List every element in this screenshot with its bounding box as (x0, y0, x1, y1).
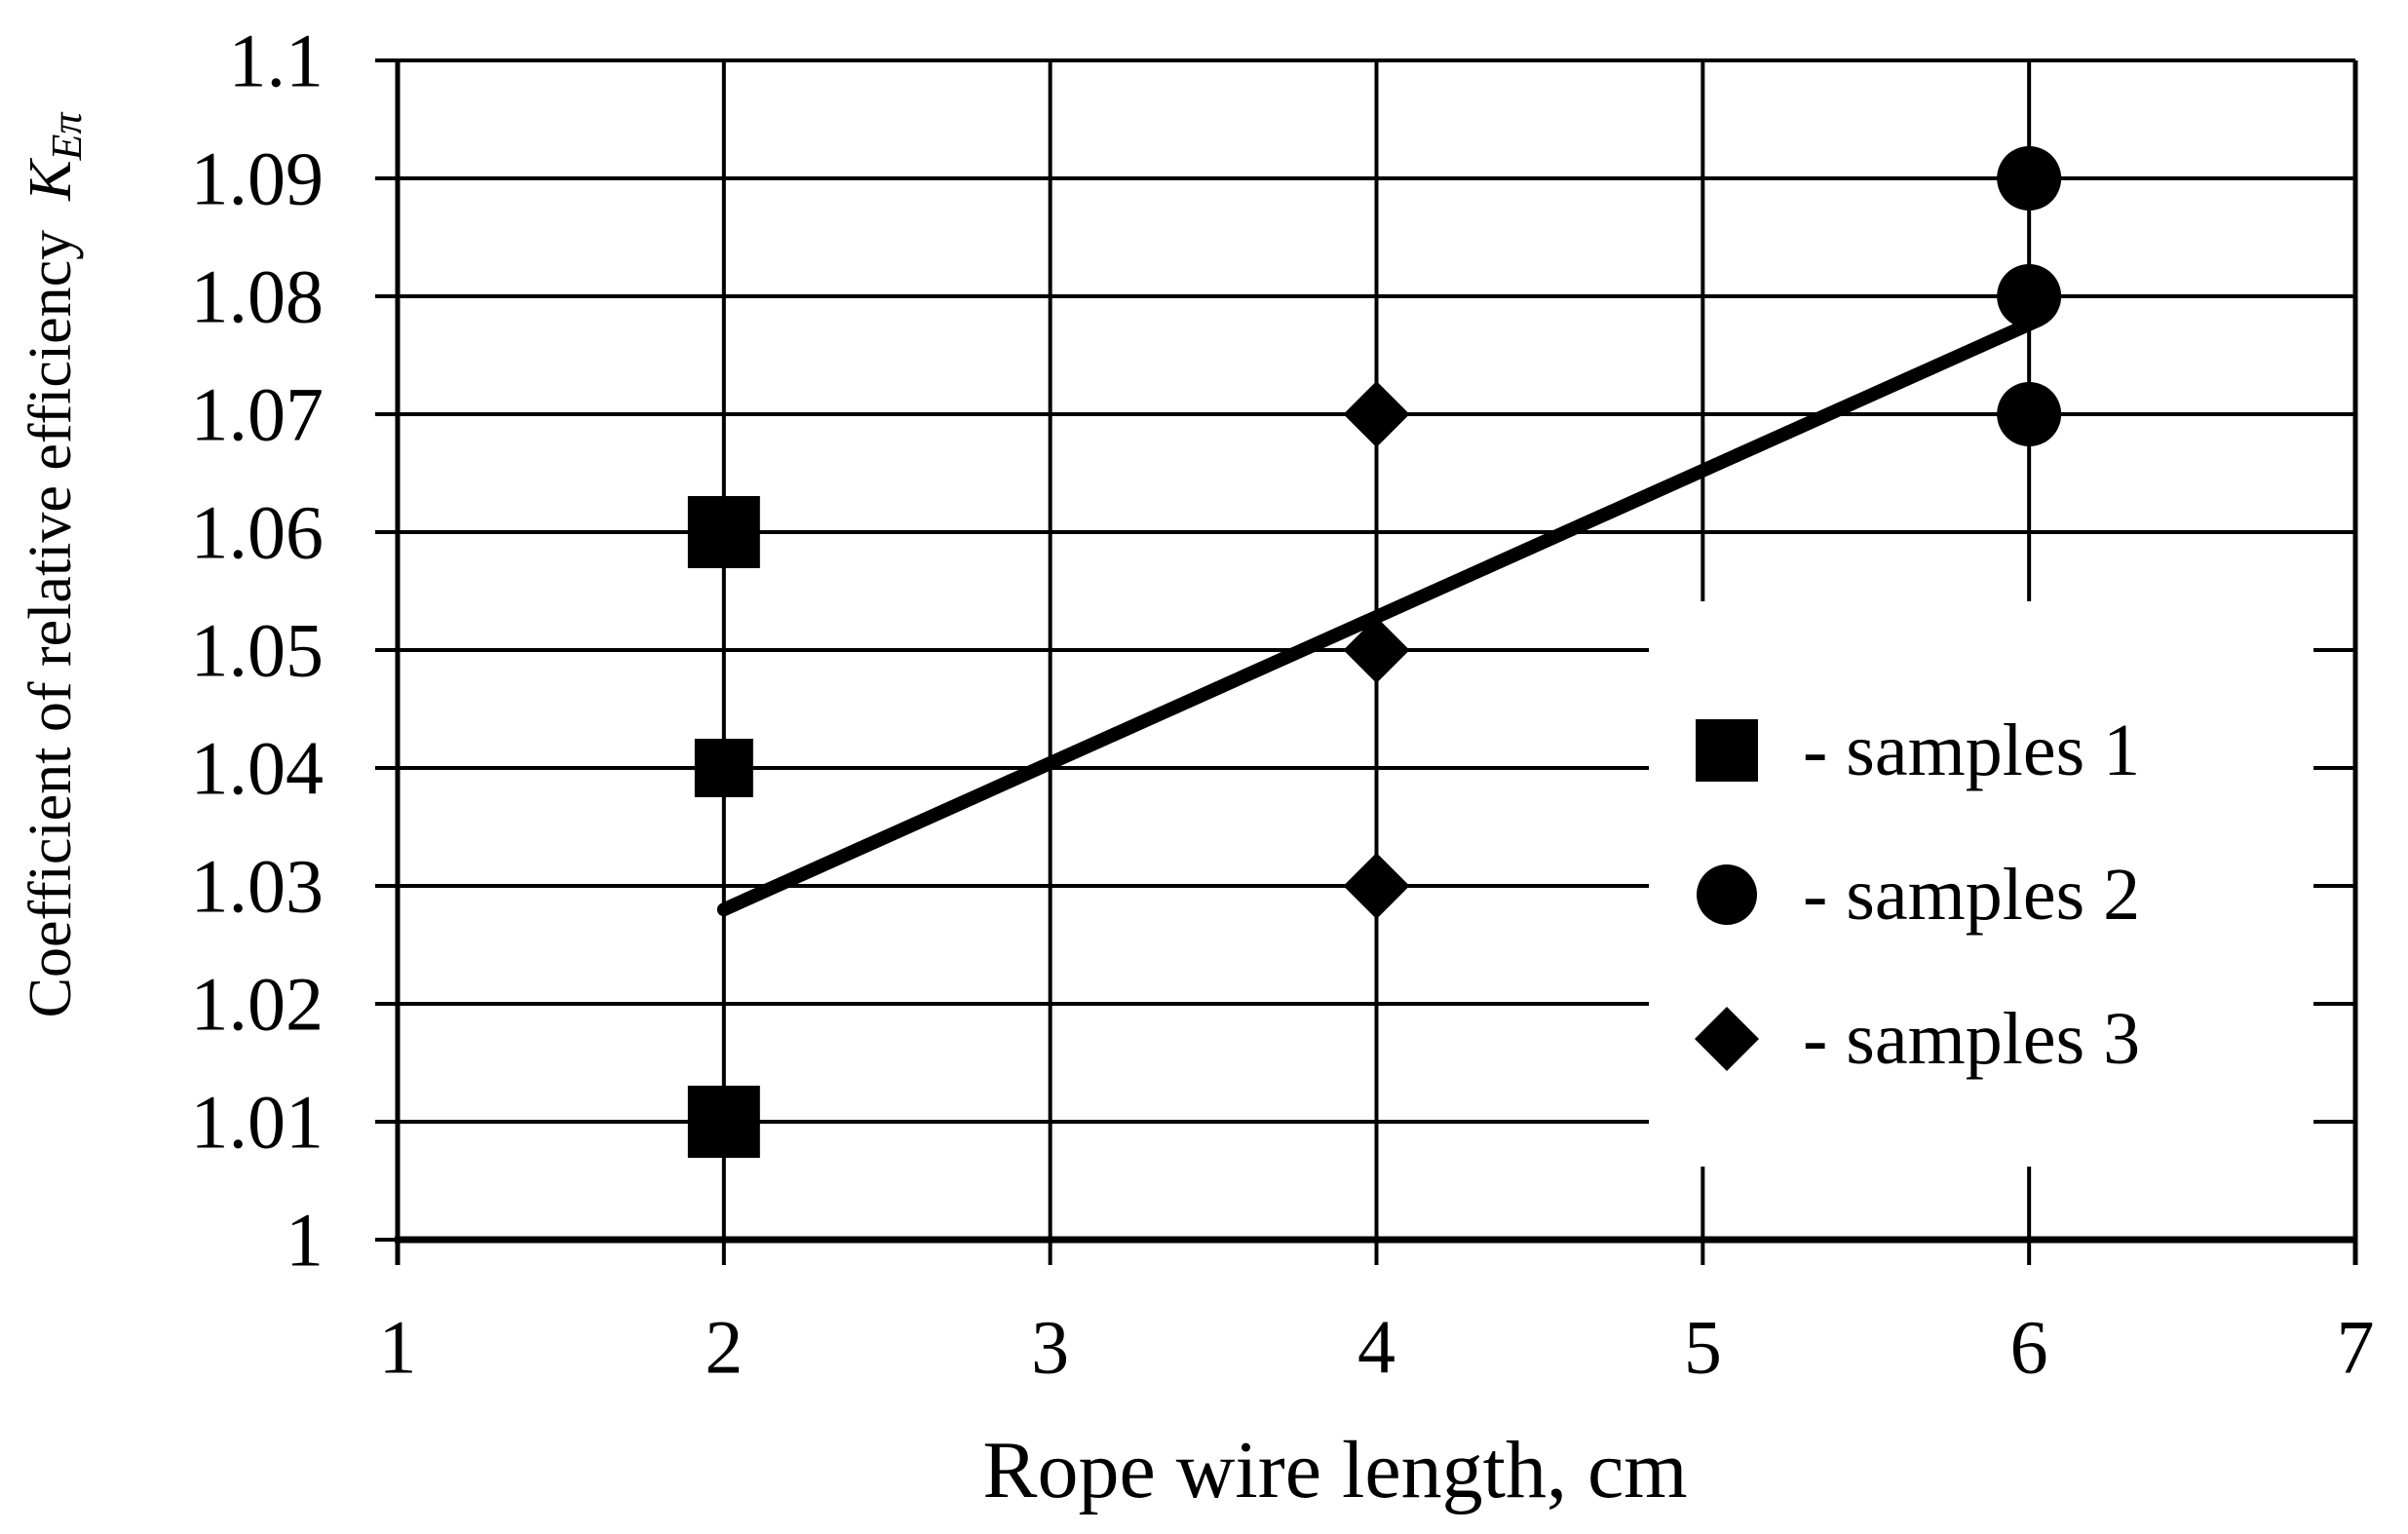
y-tick-label: 1 (286, 1198, 324, 1283)
trend-line (716, 313, 2046, 917)
x-tick-label: 4 (1357, 1305, 1395, 1390)
x-tick-label: 7 (2337, 1305, 2375, 1390)
y-tick-label: 1.08 (191, 254, 325, 339)
y-axis-title-text: Coefficient of relative efficiencyKEπ (18, 111, 91, 1018)
y-tick-label: 1.1 (229, 19, 325, 103)
x-axis-title: Rope wire length, cm (982, 1425, 1687, 1515)
data-point-circle-icon (1997, 146, 2062, 211)
axis-frame (395, 60, 2358, 1265)
series-square (687, 496, 760, 1158)
legend-marker-square-icon (1696, 719, 1758, 782)
y-tick-label: 1.01 (191, 1080, 325, 1165)
legend-label: - samples 3 (1803, 998, 2140, 1080)
y-tick-label: 1.04 (191, 726, 325, 811)
legend-marker-diamond-icon (1694, 1007, 1760, 1072)
legend-label: - samples 2 (1803, 854, 2140, 936)
tick-labels: 1.1 1.09 1.08 1.07 1.06 1.05 1.04 1.03 1.02 1.01 1… (191, 19, 2375, 1390)
legend-item: - samples 3 (1694, 998, 2140, 1080)
trend-line-group (716, 313, 2046, 917)
series-circle (1997, 146, 2062, 446)
legend-box (1649, 601, 2313, 1167)
x-tick-label: 2 (705, 1305, 743, 1390)
series-diamond (1343, 381, 1410, 920)
y-tick-label: 1.03 (191, 844, 325, 929)
y-tick-label: 1.09 (191, 136, 325, 221)
data-point-diamond-icon (1343, 381, 1410, 448)
legend-label: - samples 1 (1803, 709, 2140, 791)
y-axis-title: Coefficient of relative efficiencyKEπ (18, 111, 91, 1018)
y-tick-label: 1.05 (191, 608, 325, 693)
x-tick-label: 6 (2010, 1305, 2048, 1390)
legend-marker-circle-icon (1697, 864, 1757, 925)
data-point-square-icon (687, 496, 760, 568)
data-point-square-icon (694, 739, 753, 797)
legend-item: - samples 2 (1697, 854, 2140, 936)
y-tick-label: 1.06 (191, 490, 325, 575)
legend-item: - samples 1 (1696, 709, 2140, 791)
data-points (687, 146, 2062, 1158)
y-tick-label: 1.07 (191, 372, 325, 457)
data-point-square-icon (687, 1086, 760, 1158)
x-tick-label: 1 (379, 1305, 417, 1390)
y-tick-label: 1.02 (191, 962, 325, 1047)
data-point-circle-icon (1997, 264, 2062, 328)
data-point-circle-icon (1997, 382, 2062, 446)
data-point-diamond-icon (1343, 853, 1410, 920)
data-point-diamond-icon (1343, 617, 1410, 684)
x-tick-label: 5 (1684, 1305, 1722, 1390)
legend: - samples 1 - samples 2 - samples 3 (1649, 601, 2313, 1167)
x-tick-label: 3 (1031, 1305, 1069, 1390)
